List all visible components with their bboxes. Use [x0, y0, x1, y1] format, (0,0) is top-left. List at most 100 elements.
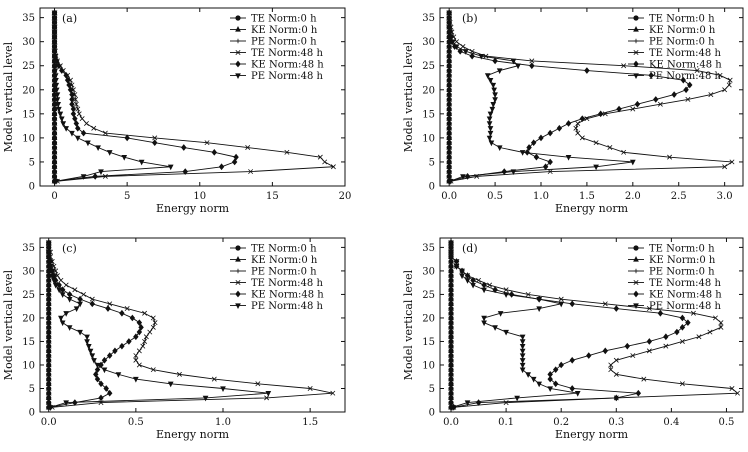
y-tick-label: 5 — [29, 384, 35, 395]
data-point — [98, 394, 104, 402]
data-point — [621, 149, 627, 155]
data-point — [558, 296, 564, 302]
data-point — [613, 305, 620, 312]
legend-label: KE Norm:0 h — [251, 25, 318, 36]
legend-label: KE Norm:0 h — [251, 255, 318, 266]
data-point — [629, 159, 636, 166]
legend-marker — [235, 256, 241, 262]
data-point — [231, 158, 238, 166]
data-point — [150, 315, 156, 321]
legend-marker — [633, 50, 639, 55]
data-point — [81, 291, 87, 297]
data-point — [722, 164, 728, 170]
legend-item: TE Norm:0 h — [628, 244, 715, 255]
data-point — [448, 343, 454, 349]
data-point — [462, 49, 469, 55]
data-point — [85, 344, 92, 350]
data-point — [448, 34, 454, 41]
legend-marker — [633, 60, 639, 68]
y-tick-label: 15 — [22, 109, 35, 120]
y-tick-label: 0 — [29, 182, 35, 193]
data-point — [52, 135, 57, 141]
data-point — [503, 292, 509, 298]
data-point — [46, 311, 51, 316]
data-point — [487, 130, 494, 137]
data-point — [52, 126, 57, 131]
legend-item: TE Norm:48 h — [230, 278, 323, 289]
legend: TE Norm:0 hKE Norm:0 hPE Norm:0 hTE Norm… — [628, 244, 722, 312]
y-tick-label: 30 — [422, 37, 435, 48]
data-point — [613, 357, 619, 363]
data-point — [608, 367, 614, 373]
legend-marker — [633, 290, 639, 298]
data-point — [478, 53, 485, 60]
data-point — [694, 68, 700, 74]
data-point — [94, 366, 101, 374]
data-point — [448, 358, 454, 363]
data-point — [453, 259, 460, 266]
data-point — [58, 116, 65, 123]
data-point — [447, 29, 453, 36]
data-point — [526, 144, 532, 151]
data-point — [446, 130, 452, 136]
data-point — [630, 353, 636, 359]
series-line — [54, 12, 237, 182]
panel-label: (c) — [62, 242, 77, 255]
data-point — [446, 97, 452, 102]
data-point — [448, 273, 454, 278]
data-point — [696, 334, 702, 340]
legend-marker — [633, 280, 639, 285]
data-point — [264, 395, 270, 401]
data-point — [143, 334, 149, 340]
data-point — [53, 87, 60, 94]
legend-marker — [235, 50, 241, 55]
data-point — [152, 139, 158, 147]
data-point — [674, 328, 680, 336]
y-tick-label: 10 — [422, 360, 435, 371]
data-point — [489, 106, 496, 113]
x-tick-label: 1.5 — [579, 191, 595, 202]
legend-marker — [633, 245, 639, 251]
data-point — [448, 334, 454, 339]
legend-item: TE Norm:48 h — [628, 48, 721, 59]
legend-marker — [235, 303, 241, 309]
data-point — [446, 135, 452, 141]
data-point — [55, 102, 62, 108]
data-point — [446, 164, 452, 169]
data-point — [75, 124, 81, 132]
y-axis-label: Model vertical level — [402, 41, 415, 152]
legend-item: TE Norm:0 h — [230, 244, 317, 255]
legend-item: PE Norm:0 h — [230, 37, 317, 48]
data-point — [70, 110, 77, 118]
plot-frame — [39, 7, 346, 187]
data-point — [536, 381, 543, 388]
legend-label: KE Norm:48 h — [251, 60, 324, 71]
data-point — [547, 129, 553, 137]
data-point — [446, 10, 453, 17]
data-point — [69, 100, 75, 108]
data-point — [46, 339, 51, 344]
data-point — [575, 130, 581, 136]
data-point — [448, 376, 454, 382]
data-point — [46, 381, 51, 386]
data-point — [448, 292, 454, 297]
y-tick-label: 10 — [22, 133, 35, 144]
x-tick-label: 0.1 — [498, 417, 514, 428]
data-point — [52, 150, 57, 155]
data-point — [211, 148, 218, 156]
data-point — [613, 394, 620, 402]
data-point — [60, 121, 67, 127]
data-point — [284, 149, 290, 155]
data-point — [575, 120, 581, 126]
data-point — [446, 154, 452, 160]
data-point — [46, 367, 51, 372]
data-point — [63, 282, 69, 288]
x-tick-label: 2.0 — [625, 191, 641, 202]
y-tick-label: 30 — [22, 37, 35, 48]
data-point — [486, 116, 493, 123]
data-point — [446, 73, 452, 78]
data-point — [80, 129, 87, 137]
data-point — [530, 376, 537, 383]
data-point — [597, 110, 604, 118]
y-tick-label: 0 — [429, 408, 435, 419]
